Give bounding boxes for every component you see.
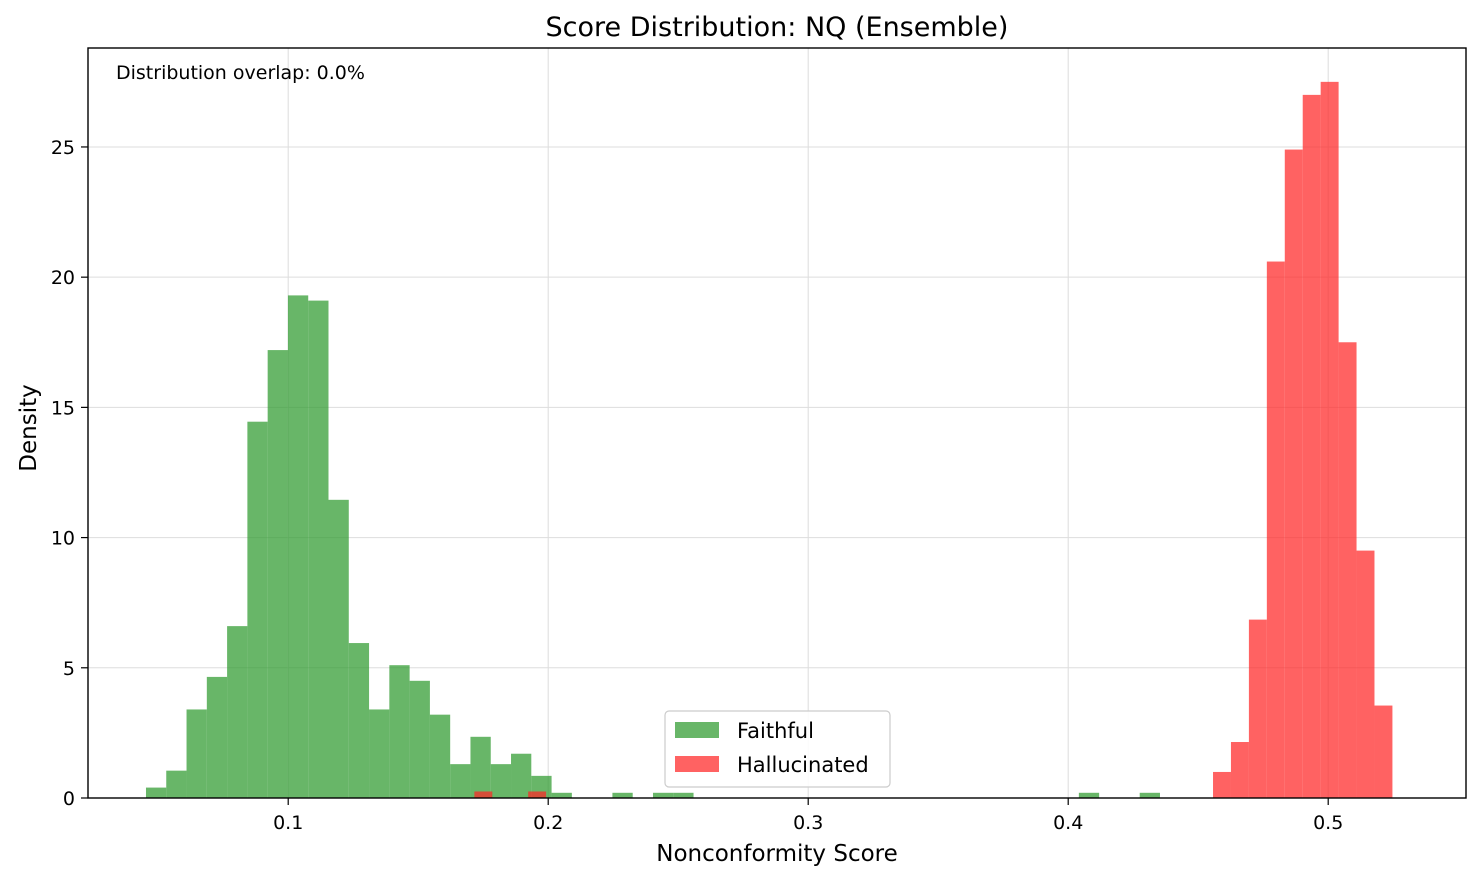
series-hallucinated: [474, 81, 1393, 799]
histogram-bar: [1248, 619, 1267, 798]
plot-area-frame: [87, 47, 1467, 799]
histogram-bar: [450, 764, 471, 798]
x-tick-label: 0.1: [273, 812, 303, 834]
y-axis-label: Density: [16, 384, 42, 471]
histogram-bar: [511, 753, 532, 798]
legend-swatch-faithful: [675, 722, 719, 738]
y-tick-label: 20: [51, 267, 75, 289]
legend: Faithful Hallucinated: [664, 710, 891, 788]
legend-box: [664, 710, 891, 788]
histogram-bar: [612, 792, 633, 798]
histogram-bar: [267, 350, 288, 798]
histogram-bar: [348, 643, 370, 798]
histogram-bar: [145, 787, 167, 798]
histogram-bar: [1320, 81, 1339, 798]
x-tick-label: 0.4: [1053, 812, 1083, 834]
histogram-bar: [1356, 550, 1375, 798]
histogram-bar: [470, 736, 491, 798]
histogram-bar: [1266, 261, 1285, 799]
histogram-bar: [474, 791, 493, 798]
histogram-bar: [166, 770, 187, 798]
legend-swatch-hallucinated: [675, 756, 719, 772]
histogram-bar: [1302, 94, 1321, 798]
histogram-bar: [247, 421, 268, 798]
x-tick-label: 0.2: [533, 812, 563, 834]
y-axis-ticks: 0 5 10 15 20 25: [51, 137, 88, 810]
histogram-bar: [429, 714, 451, 798]
histogram-bar: [652, 792, 674, 798]
overlap-annotation: Distribution overlap: 0.0%: [116, 62, 365, 84]
histogram-bar: [528, 791, 547, 798]
y-tick-label: 15: [51, 397, 75, 419]
histogram-bar: [389, 665, 410, 798]
histogram-bar: [227, 626, 248, 798]
histogram-bar: [308, 300, 329, 798]
histogram-bar: [1374, 705, 1393, 798]
x-axis-ticks: 0.1 0.2 0.3 0.4 0.5: [273, 798, 1343, 834]
histogram-bar: [186, 709, 207, 798]
histogram-bar: [206, 676, 228, 798]
histogram-bar: [1078, 792, 1100, 798]
histogram-bar: [551, 792, 572, 798]
x-axis-label: Nonconformity Score: [656, 841, 898, 867]
histogram-bar: [1284, 149, 1303, 798]
histogram-bar: [328, 499, 349, 798]
chart-title: Score Distribution: NQ (Ensemble): [546, 12, 1009, 43]
histogram-bars: [145, 81, 1393, 799]
x-tick-label: 0.5: [1313, 812, 1343, 834]
series-faithful: [145, 295, 1160, 798]
y-tick-label: 10: [51, 528, 75, 550]
histogram-bar: [369, 709, 390, 798]
legend-label-faithful: Faithful: [737, 719, 814, 743]
x-tick-label: 0.3: [793, 812, 823, 834]
y-tick-label: 25: [51, 137, 75, 159]
y-tick-label: 0: [63, 788, 75, 810]
legend-label-hallucinated: Hallucinated: [737, 753, 869, 777]
histogram-bar: [1213, 771, 1231, 798]
histogram-bar: [287, 295, 309, 798]
histogram-bar: [409, 680, 430, 798]
y-tick-label: 5: [63, 658, 75, 680]
histogram-bar: [673, 792, 694, 798]
histogram-bar: [1230, 742, 1249, 798]
histogram-bar: [490, 764, 512, 798]
histogram-bar: [1338, 342, 1357, 798]
histogram-bar: [1139, 792, 1160, 798]
